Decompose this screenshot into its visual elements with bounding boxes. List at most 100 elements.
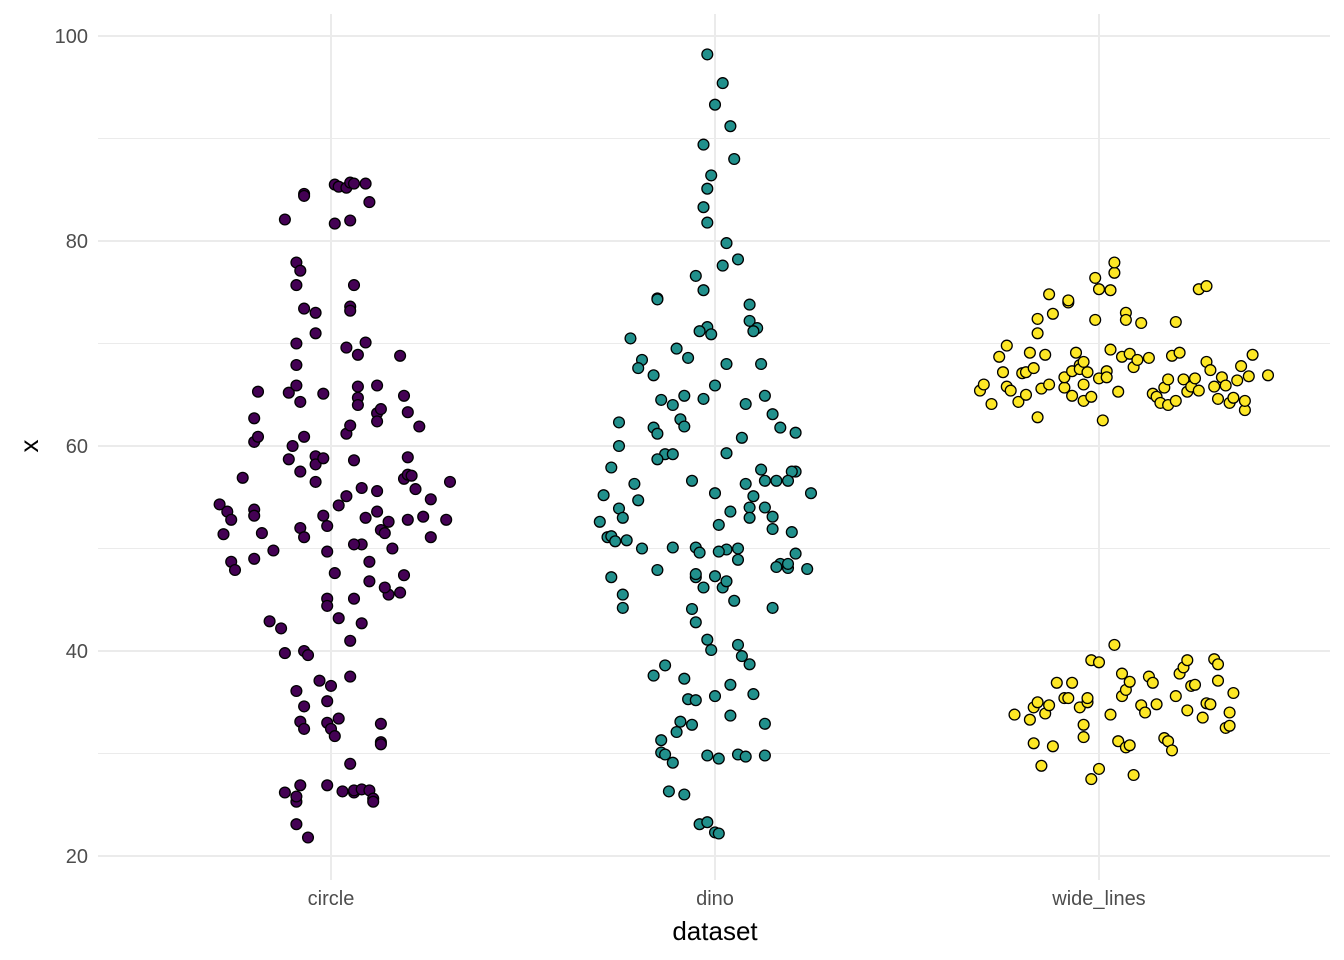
data-point-wide-lines — [1089, 271, 1102, 284]
data-point-circle — [294, 264, 307, 277]
data-point-dino — [716, 77, 729, 90]
data-point-dino — [720, 447, 733, 460]
data-point-wide-lines — [1081, 366, 1094, 379]
data-point-wide-lines — [1031, 411, 1044, 424]
data-point-dino — [705, 328, 718, 341]
data-point-dino — [697, 201, 710, 214]
data-point-dino — [739, 750, 752, 763]
data-point-dino — [708, 379, 722, 392]
y-tick-label: 20 — [66, 846, 88, 868]
data-point-circle — [228, 563, 242, 577]
data-point-wide-lines — [1012, 395, 1025, 408]
data-point-dino — [689, 269, 702, 282]
data-point-wide-lines — [1181, 654, 1194, 667]
data-point-dino — [689, 568, 702, 581]
data-point-wide-lines — [1046, 307, 1059, 320]
data-point-wide-lines — [1069, 346, 1083, 359]
data-point-dino — [735, 650, 748, 663]
data-point-dino — [659, 659, 672, 672]
data-point-dino — [758, 474, 771, 487]
y-axis-title: x — [14, 440, 44, 453]
data-point-dino — [689, 616, 702, 629]
data-point-circle — [278, 647, 291, 660]
y-tick-label: 60 — [66, 436, 88, 458]
data-point-circle — [328, 567, 341, 580]
data-point-dino — [647, 369, 660, 382]
data-point-dino — [705, 169, 718, 182]
data-point-wide-lines — [1043, 378, 1056, 391]
data-point-circle — [290, 337, 303, 350]
data-point-circle — [321, 779, 334, 792]
data-point-circle — [332, 712, 345, 725]
data-point-wide-lines — [1127, 768, 1140, 782]
data-point-wide-lines — [1223, 719, 1236, 732]
data-point-wide-lines — [1227, 686, 1240, 700]
data-point-dino — [766, 522, 779, 536]
data-point-circle — [248, 552, 261, 565]
data-point-dino — [770, 474, 783, 487]
data-point-circle — [386, 542, 399, 555]
data-point-dino — [743, 501, 756, 514]
data-point-dino — [735, 431, 748, 444]
data-point-circle — [321, 599, 334, 612]
data-point-dino — [739, 397, 752, 411]
data-point-dino — [647, 669, 660, 682]
data-point-circle — [344, 757, 357, 770]
data-point-dino — [693, 325, 706, 338]
data-point-dino — [755, 357, 768, 371]
data-point-wide-lines — [1108, 256, 1121, 269]
data-point-dino — [616, 511, 629, 524]
data-point-circle — [371, 415, 384, 428]
data-point-circle — [263, 615, 276, 628]
data-point-dino — [701, 816, 714, 829]
data-point-circle — [374, 403, 387, 416]
data-point-circle — [351, 380, 364, 393]
data-point-dino — [766, 408, 779, 421]
x-tick-label-circle: circle — [308, 888, 355, 910]
data-point-circle — [424, 493, 437, 506]
data-point-dino — [701, 216, 714, 229]
data-point-circle — [225, 513, 238, 526]
data-point-dino — [651, 563, 664, 577]
data-point-circle — [355, 617, 368, 630]
x-axis-title: dataset — [672, 916, 758, 946]
data-point-wide-lines — [1204, 364, 1217, 377]
data-point-wide-lines — [1115, 667, 1129, 680]
data-point-circle — [401, 513, 414, 526]
data-point-circle — [405, 469, 418, 482]
data-point-circle — [317, 509, 330, 522]
data-point-circle — [443, 475, 457, 488]
data-point-dino — [697, 581, 710, 594]
data-point-dino — [743, 314, 756, 327]
data-point-circle — [236, 471, 249, 484]
data-point-dino — [674, 715, 687, 728]
data-point-circle — [332, 499, 345, 512]
data-point-circle — [351, 398, 364, 412]
data-point-wide-lines — [1188, 372, 1202, 385]
data-point-dino — [708, 690, 722, 703]
data-point-circle — [340, 490, 353, 503]
data-point-circle — [294, 395, 307, 408]
data-point-circle — [413, 420, 426, 433]
y-axis-tick-labels: 20 40 60 80 100 — [55, 26, 88, 868]
data-point-circle — [417, 510, 430, 523]
data-point-circle — [290, 790, 303, 803]
data-point-wide-lines — [993, 350, 1006, 363]
data-point-dino — [770, 560, 783, 574]
data-point-wide-lines — [1227, 391, 1240, 404]
data-point-wide-lines — [1173, 346, 1186, 359]
data-point-circle — [351, 348, 364, 361]
data-point-wide-lines — [1188, 678, 1202, 691]
data-point-circle — [290, 379, 303, 392]
data-point-circle — [278, 213, 291, 226]
data-point-dino — [597, 489, 610, 502]
data-point-dino — [804, 487, 818, 500]
data-point-wide-lines — [1146, 676, 1159, 689]
data-point-dino — [666, 541, 679, 554]
data-point-dino — [678, 788, 691, 801]
data-point-circle — [359, 177, 372, 190]
data-point-wide-lines — [977, 378, 990, 391]
data-point-dino — [666, 398, 679, 412]
data-point-circle — [278, 786, 291, 799]
